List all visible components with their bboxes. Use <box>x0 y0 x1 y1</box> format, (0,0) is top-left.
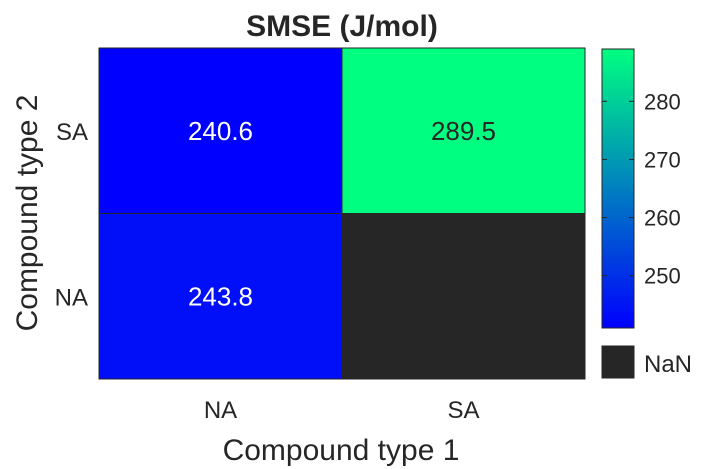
y-tick-label: NA <box>55 284 88 311</box>
cell-value-label: 240.6 <box>188 116 253 146</box>
chart-title: SMSE (J/mol) <box>246 10 438 43</box>
cell-value-label: 243.8 <box>188 281 253 311</box>
nan-legend-swatch <box>601 345 635 379</box>
colorbar-tick-label: 260 <box>644 206 681 231</box>
heatmap-cell-sa-sa <box>341 47 586 214</box>
x-axis-label: Compound type 1 <box>223 434 460 467</box>
colorbar-tick-label: 250 <box>644 264 681 289</box>
nan-legend-label: NaN <box>644 351 692 378</box>
colorbar-tick-label: 270 <box>644 147 681 172</box>
heatmap-cell-na-na <box>98 213 343 380</box>
y-tick-label: SA <box>56 119 88 146</box>
colorbar-tick-label: 280 <box>644 89 681 114</box>
heatmap-cell-na-sa <box>341 213 586 380</box>
y-axis-label: Compound type 2 <box>11 95 44 332</box>
cell-value-label: 289.5 <box>431 116 496 146</box>
heatmap-cell-sa-na <box>98 47 343 214</box>
x-tick-label: NA <box>204 397 237 424</box>
x-tick-label: SA <box>447 397 479 424</box>
colorbar <box>601 48 635 329</box>
